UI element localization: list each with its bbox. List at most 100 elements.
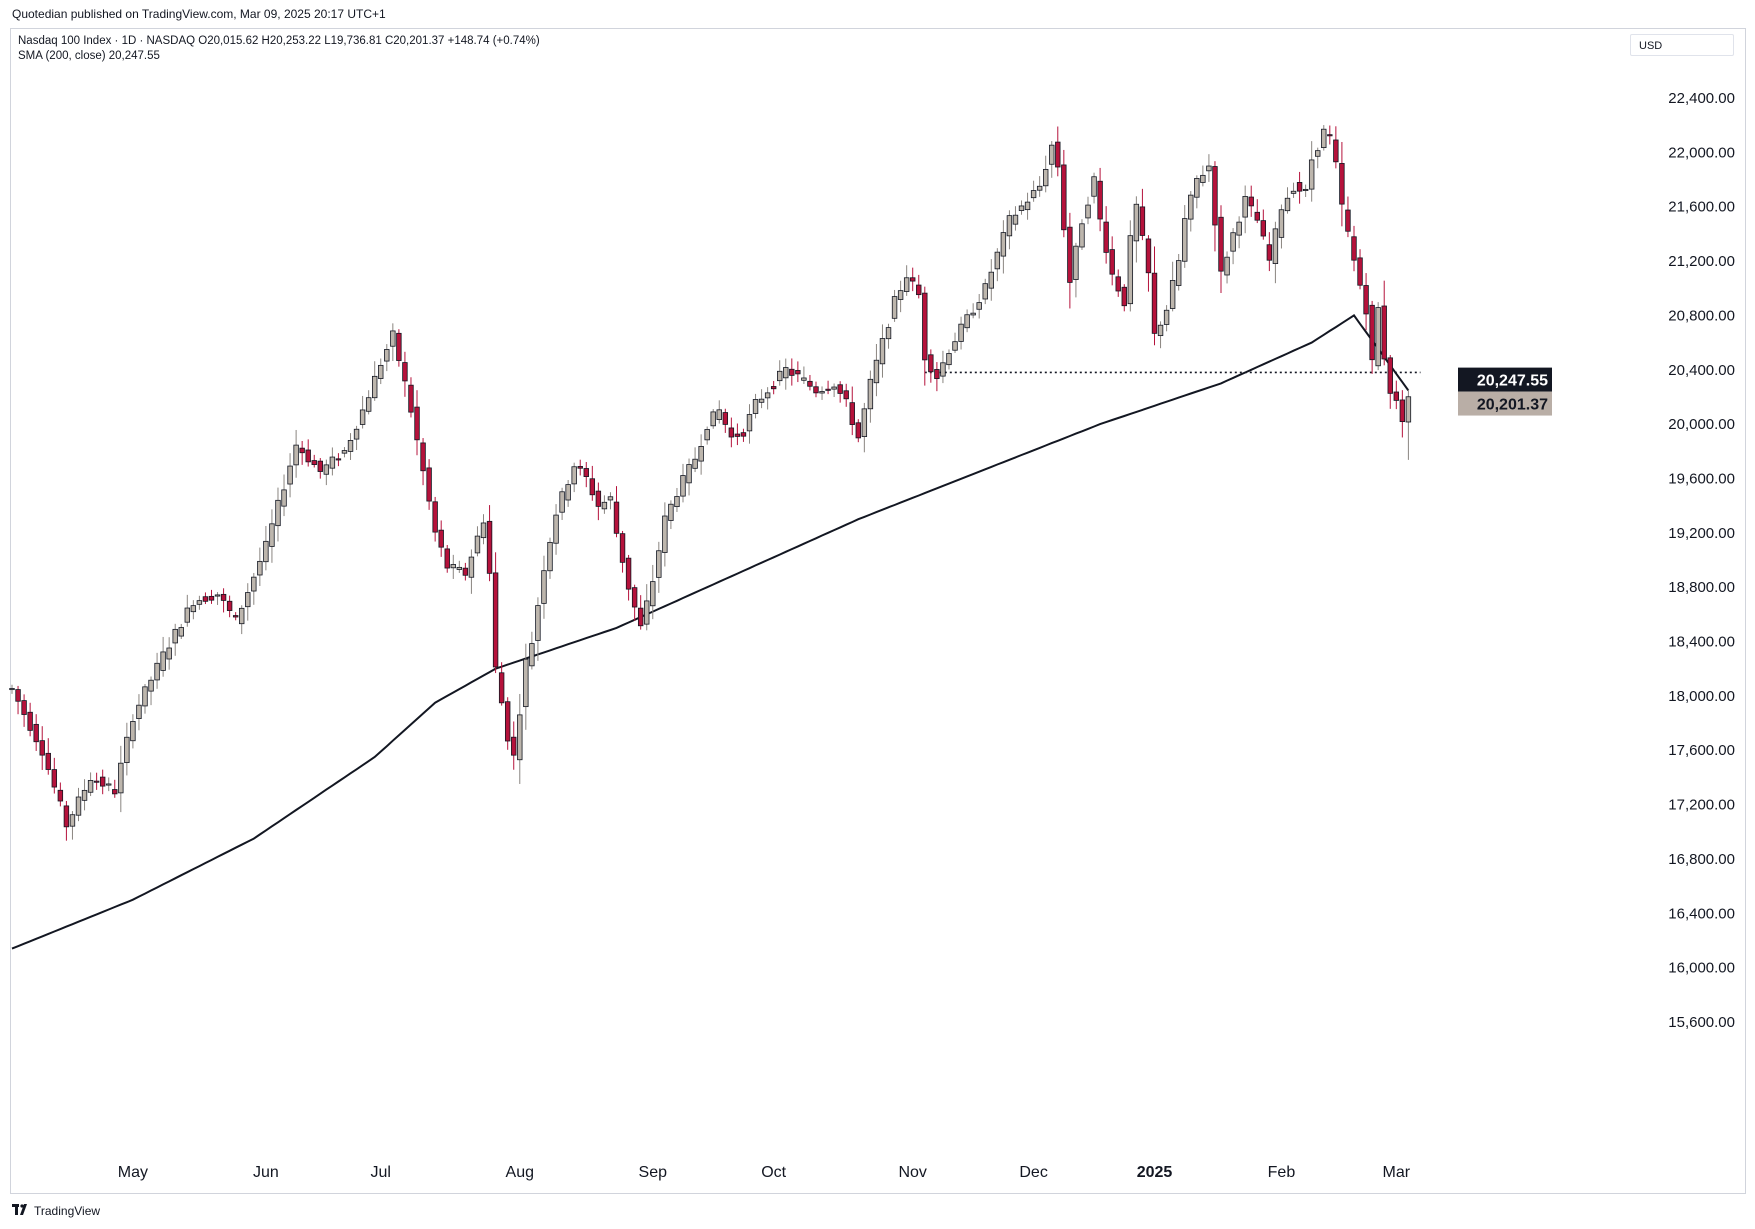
candle: [1399, 390, 1406, 438]
candle-body: [414, 406, 420, 441]
currency-selector[interactable]: USD: [1630, 34, 1734, 56]
candle: [1290, 182, 1297, 198]
candle: [613, 486, 620, 538]
candle-body: [341, 450, 348, 454]
candle: [1278, 204, 1285, 249]
candle: [1024, 192, 1031, 220]
candle: [1333, 126, 1339, 169]
candle-body: [704, 429, 710, 441]
candle-body: [480, 522, 487, 539]
candle: [142, 684, 148, 714]
candle-body: [299, 447, 305, 454]
candle-body: [462, 567, 469, 576]
candle: [1236, 216, 1242, 249]
candle-body: [625, 557, 632, 590]
candle-body: [1236, 221, 1242, 236]
candle-body: [734, 433, 741, 437]
candle-body: [801, 377, 807, 381]
candle-body: [1200, 174, 1206, 183]
candle: [15, 685, 21, 715]
candle-body: [583, 468, 589, 478]
candle-body: [136, 704, 142, 719]
candle: [251, 572, 257, 605]
candle-body: [432, 501, 438, 533]
candle: [873, 344, 880, 397]
candle-body: [438, 529, 444, 548]
candle-body: [922, 292, 928, 361]
candle-body: [93, 780, 100, 783]
candle: [1266, 232, 1273, 272]
candle: [371, 361, 378, 401]
candle-body: [1206, 165, 1212, 172]
candle-body: [450, 564, 456, 569]
candle-body: [293, 444, 299, 466]
candle: [1182, 205, 1188, 268]
candle-body: [1049, 144, 1055, 165]
candle-body: [1393, 391, 1400, 401]
candle: [686, 458, 692, 496]
candle-body: [281, 489, 287, 507]
candle-body: [45, 752, 51, 770]
candle: [758, 389, 765, 409]
x-tick-label: Oct: [761, 1164, 786, 1181]
y-tick-label: 21,600.00: [1668, 199, 1735, 216]
candle-body: [873, 359, 880, 384]
y-tick-label: 15,600.00: [1668, 1014, 1735, 1031]
candle: [1000, 220, 1007, 274]
candle: [625, 554, 632, 601]
candle: [69, 811, 76, 840]
candle-body: [1194, 178, 1200, 198]
candle-body: [1248, 196, 1254, 207]
candle-body: [1345, 209, 1351, 232]
candle: [172, 623, 178, 656]
candle: [849, 386, 855, 436]
candle-body: [208, 595, 215, 601]
candle-body: [1030, 190, 1037, 199]
x-tick-label: Feb: [1268, 1164, 1296, 1181]
candle-body: [1182, 218, 1188, 262]
y-tick-label: 19,200.00: [1668, 525, 1735, 542]
candle: [106, 777, 112, 792]
candle-body: [728, 427, 735, 438]
candle: [583, 461, 589, 488]
tradingview-logo-icon: [12, 1203, 30, 1218]
candle-body: [897, 290, 904, 300]
candle-body: [275, 499, 281, 527]
candle: [1321, 125, 1327, 151]
chart-legend: Nasdaq 100 Index · 1D · NASDAQ O20,015.6…: [18, 34, 540, 64]
candle: [843, 383, 849, 407]
candle-body: [637, 607, 644, 627]
candle: [1012, 206, 1019, 231]
candle: [928, 349, 934, 383]
candle: [365, 390, 372, 415]
y-tick-label: 16,400.00: [1668, 905, 1735, 922]
sma-200-line: [11, 314, 1410, 950]
candle: [601, 495, 608, 514]
x-tick-label: Nov: [898, 1164, 926, 1181]
candle-body: [1266, 244, 1273, 261]
candle-body: [63, 805, 70, 828]
candle-body: [1163, 309, 1170, 325]
candle: [662, 502, 668, 567]
candle-body: [1097, 180, 1103, 220]
candle: [257, 547, 263, 586]
candle: [1175, 253, 1182, 291]
candle: [680, 463, 686, 503]
candle-body: [426, 467, 432, 502]
candle-body: [740, 432, 747, 437]
candle: [287, 453, 293, 498]
candle-body: [837, 384, 843, 394]
candle: [553, 504, 559, 555]
y-tick-label: 17,200.00: [1668, 797, 1735, 814]
candle: [112, 779, 118, 798]
candle-body: [27, 711, 33, 731]
candle: [1115, 269, 1121, 297]
candle: [293, 429, 299, 478]
candle-body: [172, 628, 178, 644]
candle: [1381, 280, 1387, 366]
candle: [444, 544, 450, 573]
candle: [1212, 161, 1218, 252]
candle: [1224, 251, 1230, 284]
candle: [1248, 185, 1254, 217]
